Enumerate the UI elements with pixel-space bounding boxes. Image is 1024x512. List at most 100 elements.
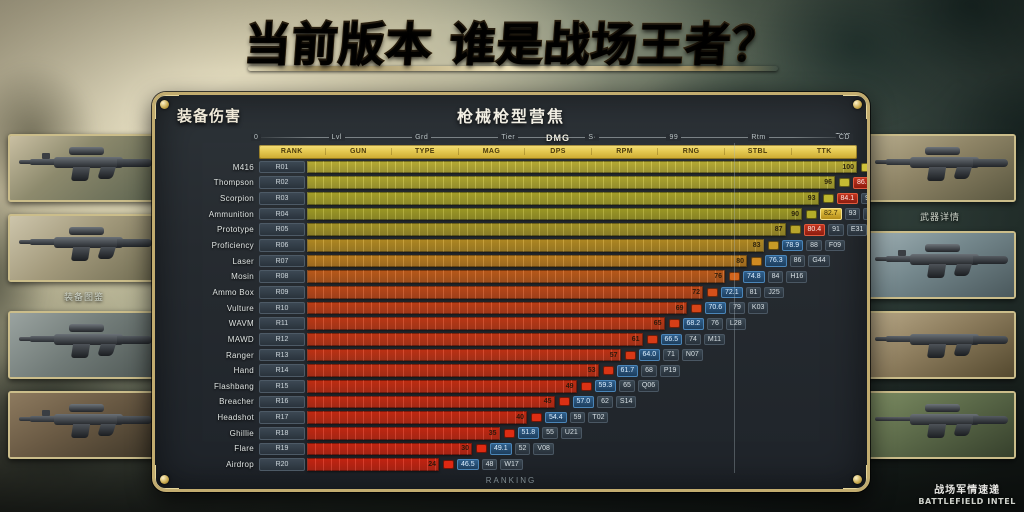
value-bar[interactable]: 45 [307, 395, 555, 409]
score-badge[interactable]: 84 [767, 270, 784, 283]
score-badge[interactable]: 91 [828, 223, 844, 236]
value-bar[interactable]: 100 [307, 160, 857, 174]
value-bar[interactable]: 24 [307, 458, 439, 471]
table-row[interactable]: Proficiency R06 83 78.9 88 F09 [167, 238, 857, 253]
value-bar[interactable]: 87 [307, 223, 786, 237]
value-bar[interactable]: 65 [307, 317, 665, 331]
table-row[interactable]: Laser R07 80 76.3 86 G44 [167, 254, 857, 269]
code-badge[interactable]: G44 [808, 255, 830, 267]
metric-badge[interactable]: 74.8 [743, 270, 765, 283]
code-badge[interactable]: P19 [659, 364, 681, 377]
score-badge[interactable]: 52 [514, 443, 531, 455]
code-badge[interactable]: D18 [863, 208, 867, 220]
value-bar[interactable]: 90 [307, 207, 802, 221]
code-badge[interactable]: S14 [615, 396, 637, 408]
table-row[interactable]: WAVM R11 65 68.2 76 L28 [167, 316, 857, 331]
value-bar[interactable]: 35 [307, 426, 500, 440]
score-badge[interactable]: 65 [619, 380, 635, 393]
score-badge[interactable]: 74 [685, 333, 701, 346]
metric-badge[interactable]: 86.5 [853, 176, 867, 189]
weapon-thumbnail[interactable] [8, 311, 160, 379]
code-badge[interactable]: T02 [588, 411, 609, 424]
value-bar[interactable]: 57 [307, 348, 621, 362]
value-bar[interactable]: 30 [307, 442, 472, 456]
column-header[interactable]: RNG [658, 148, 725, 156]
score-badge[interactable]: 93 [844, 208, 861, 220]
code-badge[interactable]: Q06 [637, 380, 660, 393]
metric-badge[interactable]: 84.1 [836, 192, 859, 205]
score-badge[interactable]: 86 [789, 255, 806, 267]
table-row[interactable]: Prototype R05 87 80.4 91 E31 [167, 222, 867, 237]
score-badge[interactable]: 55 [542, 427, 558, 440]
score-badge[interactable]: 79 [729, 302, 745, 314]
metric-badge[interactable]: 46.5 [457, 458, 479, 471]
table-row[interactable]: Airdrop R20 24 46.5 48 W17 [167, 457, 857, 472]
column-header[interactable]: TYPE [392, 148, 459, 156]
table-row[interactable]: Vulture R10 69 70.6 79 K03 [167, 301, 857, 316]
metric-badge[interactable]: 66.5 [660, 333, 683, 346]
value-bar[interactable]: 76 [307, 270, 725, 284]
code-badge[interactable]: M11 [703, 333, 726, 346]
column-header[interactable]: RANK [259, 148, 326, 156]
metric-badge[interactable]: 57.0 [572, 396, 595, 408]
metric-badge[interactable]: 68.2 [682, 317, 705, 330]
table-row[interactable]: Ammo Box R09 72 72.1 81 J25 [167, 285, 857, 300]
code-badge[interactable]: V08 [533, 443, 554, 455]
score-badge[interactable]: 88 [806, 239, 822, 252]
score-badge[interactable]: 81 [745, 286, 762, 299]
table-row[interactable]: Ranger R13 57 64.0 71 N07 [167, 348, 857, 363]
weapon-thumbnail[interactable] [864, 134, 1016, 202]
table-row[interactable]: M416R0110088.299A12 [167, 160, 867, 175]
column-header[interactable]: DPS [525, 148, 592, 156]
table-row[interactable]: Mosin R08 76 74.8 84 H16 [167, 269, 857, 284]
weapon-thumbnail[interactable] [864, 311, 1016, 379]
value-bar[interactable]: 53 [307, 364, 599, 377]
score-badge[interactable]: 68 [641, 364, 657, 377]
metric-badge[interactable]: 76.3 [765, 255, 787, 267]
code-badge[interactable]: N07 [681, 349, 703, 361]
table-row[interactable]: Flashbang R15 49 59.3 65 Q06 [167, 379, 857, 394]
column-header[interactable]: MAG [459, 148, 526, 156]
metric-badge[interactable]: 51.8 [517, 427, 540, 440]
code-badge[interactable]: F09 [824, 239, 845, 252]
value-bar[interactable]: 72 [307, 286, 703, 299]
metric-badge[interactable]: 49.1 [490, 443, 512, 455]
weapon-thumbnail[interactable] [8, 134, 160, 202]
code-badge[interactable]: E31 [846, 223, 867, 236]
weapon-thumbnail[interactable] [8, 391, 160, 459]
score-badge[interactable]: 48 [481, 458, 498, 471]
value-bar[interactable]: 69 [307, 301, 687, 315]
metric-badge[interactable]: 78.9 [781, 239, 804, 252]
score-badge[interactable]: 95 [861, 192, 867, 205]
metric-badge[interactable]: 61.7 [616, 364, 639, 377]
score-badge[interactable]: 76 [707, 317, 723, 330]
column-header[interactable]: TTK [816, 148, 832, 156]
weapon-thumbnail[interactable] [864, 231, 1016, 299]
value-bar[interactable]: 83 [307, 239, 764, 252]
metric-badge[interactable]: 80.4 [803, 223, 826, 236]
table-row[interactable]: MAWD R12 61 66.5 74 M11 [167, 332, 857, 347]
value-bar[interactable]: 40 [307, 411, 527, 424]
metric-badge[interactable]: 64.0 [638, 349, 661, 361]
value-bar[interactable]: 49 [307, 379, 577, 393]
score-badge[interactable]: 71 [663, 349, 679, 361]
column-header[interactable]: RPM [592, 148, 659, 156]
code-badge[interactable]: J25 [764, 286, 784, 299]
table-row[interactable]: Hand R14 53 61.7 68 P19 [167, 363, 857, 378]
column-header[interactable]: GUN [326, 148, 393, 156]
code-badge[interactable]: H16 [786, 270, 808, 283]
value-bar[interactable]: 80 [307, 254, 747, 268]
metric-badge[interactable]: 72.1 [721, 286, 743, 299]
weapon-thumbnail[interactable] [864, 391, 1016, 459]
value-bar[interactable]: 61 [307, 333, 643, 346]
metric-badge[interactable]: 54.4 [545, 411, 567, 424]
score-badge[interactable]: 62 [597, 396, 613, 408]
code-badge[interactable]: U21 [560, 427, 582, 440]
weapon-thumbnail[interactable] [8, 214, 160, 282]
code-badge[interactable]: L28 [725, 317, 746, 330]
metric-badge[interactable]: 59.3 [594, 380, 617, 393]
table-row[interactable]: Ghillie R18 35 51.8 55 U21 [167, 426, 857, 441]
